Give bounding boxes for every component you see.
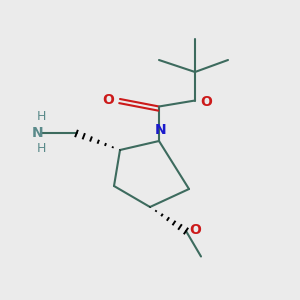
Text: H: H (37, 110, 46, 124)
Text: O: O (103, 94, 115, 107)
Text: O: O (189, 223, 201, 237)
Text: H: H (37, 142, 46, 155)
Text: N: N (32, 126, 43, 140)
Text: O: O (200, 95, 212, 109)
Text: N: N (155, 123, 166, 136)
